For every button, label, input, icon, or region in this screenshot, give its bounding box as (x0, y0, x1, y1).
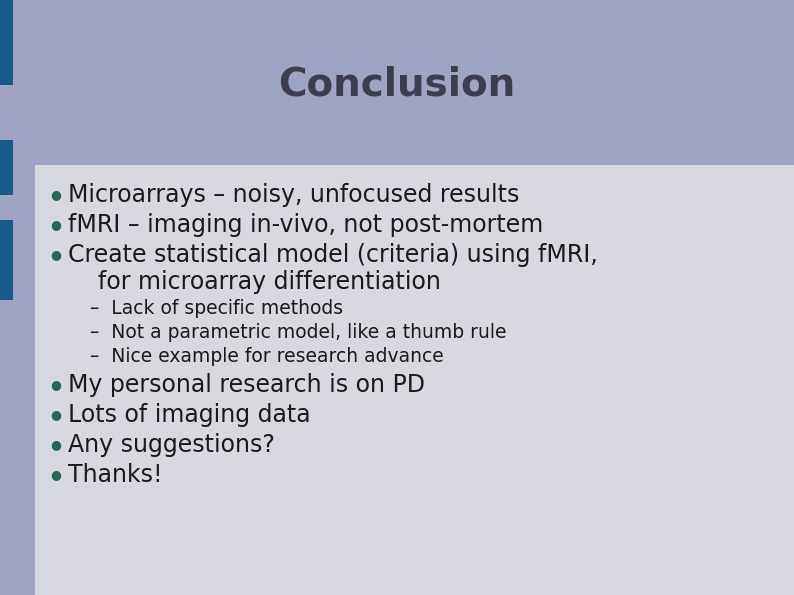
Text: for microarray differentiation: for microarray differentiation (68, 270, 441, 294)
Text: Any suggestions?: Any suggestions? (68, 433, 275, 457)
Bar (35, 165, 794, 595)
Text: Thanks!: Thanks! (68, 463, 163, 487)
Text: ●: ● (50, 218, 61, 231)
Text: Create statistical model (criteria) using fMRI,: Create statistical model (criteria) usin… (68, 243, 598, 267)
Text: ●: ● (50, 439, 61, 452)
Text: ●: ● (50, 249, 61, 261)
Text: Conclusion: Conclusion (279, 66, 515, 104)
Text: ●: ● (50, 378, 61, 392)
Text: Microarrays – noisy, unfocused results: Microarrays – noisy, unfocused results (68, 183, 519, 207)
Text: –  Not a parametric model, like a thumb rule: – Not a parametric model, like a thumb r… (90, 322, 507, 342)
Text: My personal research is on PD: My personal research is on PD (68, 373, 425, 397)
Bar (0, 0, 13, 85)
Text: ●: ● (50, 409, 61, 421)
Text: Lots of imaging data: Lots of imaging data (68, 403, 310, 427)
Text: ●: ● (50, 468, 61, 481)
Bar (0, 140, 13, 195)
Text: –  Lack of specific methods: – Lack of specific methods (90, 299, 343, 318)
Text: ●: ● (50, 189, 61, 202)
Text: fMRI – imaging in-vivo, not post-mortem: fMRI – imaging in-vivo, not post-mortem (68, 213, 543, 237)
Bar (0, 220, 13, 300)
Text: –  Nice example for research advance: – Nice example for research advance (90, 346, 444, 365)
